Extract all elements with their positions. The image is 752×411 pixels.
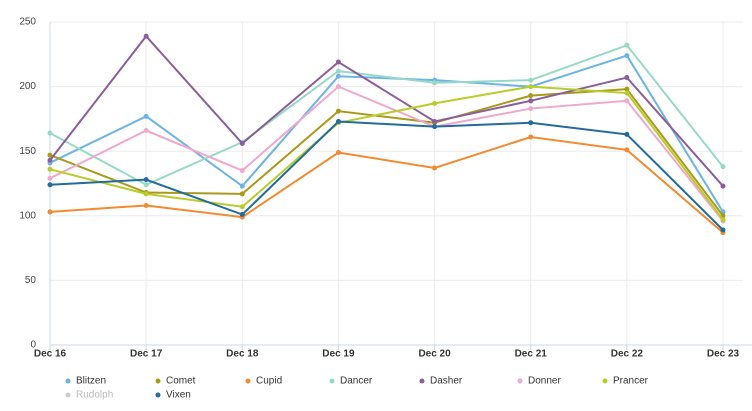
legend-label[interactable]: Blitzen — [76, 376, 106, 387]
point — [528, 93, 534, 99]
point — [432, 80, 438, 86]
point — [624, 90, 630, 96]
legend-label[interactable]: Comet — [166, 376, 196, 387]
point — [432, 118, 438, 124]
point — [47, 166, 53, 172]
point — [143, 191, 149, 197]
point — [47, 130, 53, 136]
series-line — [49, 88, 724, 217]
legend-label[interactable]: Rudolph — [76, 390, 113, 401]
point — [624, 131, 630, 137]
legend-marker[interactable] — [245, 378, 251, 384]
point — [239, 168, 245, 174]
point — [624, 75, 630, 81]
point — [335, 68, 341, 74]
x-tick-label: Dec 22 — [611, 349, 644, 360]
point — [335, 149, 341, 155]
y-tick-label: 50 — [25, 275, 37, 286]
point — [143, 33, 149, 39]
legend-marker[interactable] — [65, 392, 71, 398]
x-tick-label: Dec 19 — [322, 349, 355, 360]
point — [720, 227, 726, 233]
x-tick-label: Dec 18 — [226, 349, 259, 360]
x-tick-label: Dec 20 — [418, 349, 451, 360]
series-line — [49, 44, 724, 186]
series-line — [49, 85, 724, 222]
point — [335, 84, 341, 90]
legend-marker[interactable] — [419, 378, 425, 384]
point — [720, 217, 726, 223]
point — [47, 209, 53, 215]
point — [432, 165, 438, 171]
point — [335, 118, 341, 124]
legend-label[interactable]: Prancer — [613, 376, 649, 387]
point — [47, 175, 53, 181]
point — [624, 42, 630, 48]
point — [239, 212, 245, 218]
point — [47, 157, 53, 163]
point — [432, 100, 438, 106]
point — [528, 134, 534, 140]
y-tick-label: 150 — [19, 146, 36, 157]
legend-marker[interactable] — [517, 378, 523, 384]
x-tick-label: Dec 16 — [34, 349, 67, 360]
point — [432, 124, 438, 130]
point — [47, 182, 53, 188]
point — [239, 204, 245, 210]
point — [143, 177, 149, 183]
point — [143, 128, 149, 134]
series-line — [49, 120, 724, 231]
point — [239, 183, 245, 189]
point — [335, 73, 341, 79]
point — [528, 77, 534, 83]
legend-label[interactable]: Donner — [528, 376, 561, 387]
point — [624, 53, 630, 59]
point — [239, 140, 245, 146]
point — [239, 191, 245, 197]
x-tick-label: Dec 17 — [130, 349, 163, 360]
legend-label[interactable]: Cupid — [256, 376, 282, 387]
point — [47, 152, 53, 158]
y-tick-label: 250 — [19, 17, 36, 28]
y-tick-label: 0 — [30, 340, 36, 351]
legend-marker[interactable] — [155, 392, 161, 398]
y-tick-label: 200 — [19, 81, 36, 92]
legend-marker[interactable] — [602, 378, 608, 384]
point — [528, 106, 534, 112]
point — [720, 164, 726, 170]
series-line — [49, 54, 724, 213]
point — [624, 86, 630, 92]
series-line — [49, 34, 724, 187]
point — [528, 84, 534, 90]
point — [335, 59, 341, 65]
series-line — [49, 85, 724, 221]
legend-label[interactable]: Vixen — [166, 390, 191, 401]
x-tick-label: Dec 21 — [515, 349, 548, 360]
series-line — [49, 135, 724, 234]
legend-marker[interactable] — [155, 378, 161, 384]
legend-marker[interactable] — [329, 378, 335, 384]
point — [624, 147, 630, 153]
point — [335, 108, 341, 114]
point — [143, 202, 149, 208]
point — [624, 98, 630, 104]
legend-label[interactable]: Dasher — [430, 376, 463, 387]
x-tick-label: Dec 23 — [707, 349, 740, 360]
point — [528, 98, 534, 104]
legend-marker[interactable] — [65, 378, 71, 384]
point — [143, 182, 149, 188]
point — [528, 120, 534, 126]
legend-label[interactable]: Dancer — [340, 376, 373, 387]
point — [720, 183, 726, 189]
y-tick-label: 100 — [19, 210, 36, 221]
point — [143, 113, 149, 119]
